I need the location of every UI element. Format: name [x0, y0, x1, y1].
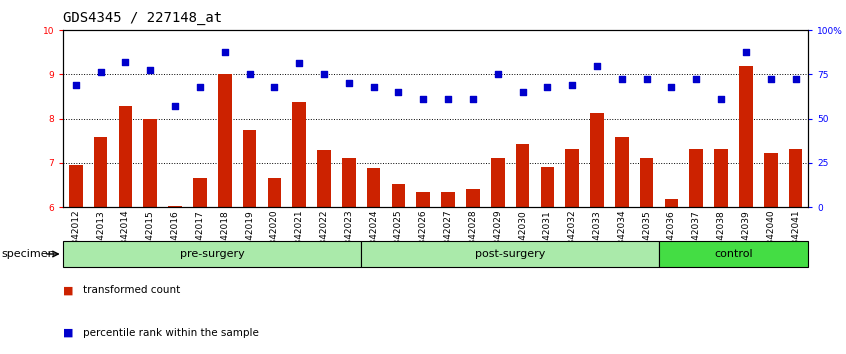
Bar	[267, 178, 281, 207]
Bar	[361, 241, 659, 267]
Point	[739, 49, 753, 55]
Bar	[615, 137, 629, 207]
Bar	[565, 149, 579, 207]
Point	[640, 76, 653, 81]
Text: post-surgery: post-surgery	[475, 249, 546, 259]
Point	[118, 59, 132, 65]
Bar	[317, 149, 331, 207]
Bar	[63, 241, 361, 267]
Bar	[144, 119, 157, 207]
Bar	[665, 199, 678, 207]
Text: specimen: specimen	[2, 249, 56, 259]
Text: pre-surgery: pre-surgery	[180, 249, 244, 259]
Bar	[516, 144, 530, 207]
Point	[367, 84, 381, 90]
Point	[565, 82, 579, 88]
Point	[317, 72, 331, 77]
Point	[615, 76, 629, 81]
Bar	[293, 102, 306, 207]
Bar	[640, 158, 653, 207]
Bar	[416, 192, 430, 207]
Point	[689, 76, 703, 81]
Text: percentile rank within the sample: percentile rank within the sample	[83, 328, 259, 338]
Bar	[168, 206, 182, 207]
Bar	[392, 184, 405, 207]
Point	[193, 84, 206, 90]
Bar	[659, 241, 808, 267]
Bar	[591, 113, 604, 207]
Bar	[739, 67, 753, 207]
Point	[218, 49, 232, 55]
Point	[665, 84, 678, 90]
Point	[466, 96, 480, 102]
Text: control: control	[714, 249, 753, 259]
Point	[342, 80, 355, 86]
Point	[714, 96, 728, 102]
Point	[267, 84, 281, 90]
Text: ■: ■	[63, 285, 74, 295]
Bar	[466, 188, 480, 207]
Point	[442, 96, 455, 102]
Bar	[788, 149, 802, 207]
Point	[293, 61, 306, 66]
Point	[764, 76, 777, 81]
Bar	[118, 106, 132, 207]
Bar	[193, 178, 206, 207]
Bar	[69, 165, 83, 207]
Bar	[367, 168, 381, 207]
Point	[591, 64, 604, 69]
Point	[69, 82, 83, 88]
Bar	[442, 192, 455, 207]
Bar	[541, 167, 554, 207]
Bar	[689, 149, 703, 207]
Text: GDS4345 / 227148_at: GDS4345 / 227148_at	[63, 11, 222, 25]
Bar	[218, 74, 232, 207]
Point	[392, 89, 405, 95]
Point	[168, 103, 182, 109]
Point	[491, 72, 504, 77]
Point	[541, 84, 554, 90]
Text: transformed count: transformed count	[83, 285, 180, 295]
Bar	[243, 130, 256, 207]
Point	[416, 96, 430, 102]
Bar	[491, 159, 504, 207]
Bar	[714, 149, 728, 207]
Bar	[764, 153, 777, 207]
Point	[94, 69, 107, 75]
Point	[788, 76, 802, 81]
Bar	[342, 158, 355, 207]
Bar	[94, 137, 107, 207]
Point	[243, 72, 256, 77]
Point	[516, 89, 530, 95]
Text: ■: ■	[63, 328, 74, 338]
Point	[144, 67, 157, 73]
